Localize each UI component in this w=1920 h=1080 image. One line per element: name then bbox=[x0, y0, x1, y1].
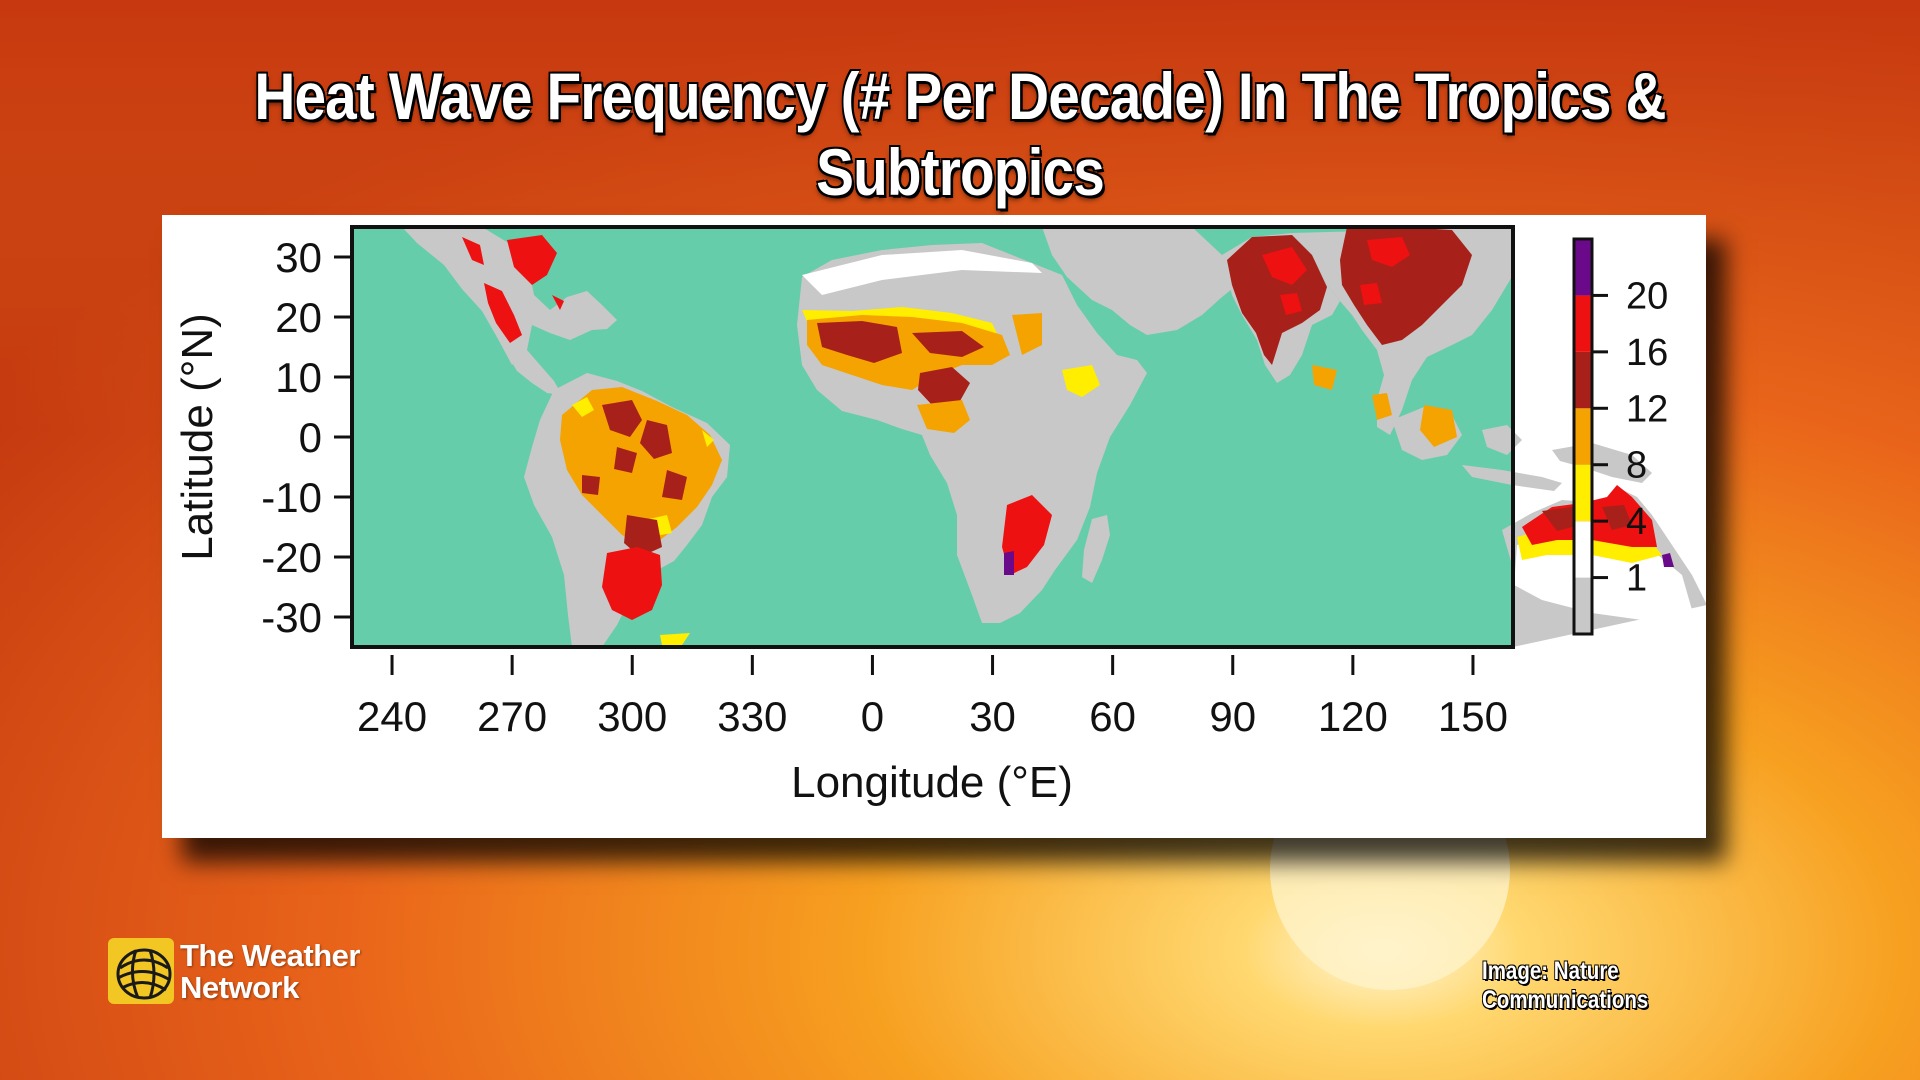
heat-region bbox=[817, 321, 984, 405]
colorbar-bin bbox=[1574, 295, 1592, 352]
colorbar-tick-label: 20 bbox=[1626, 275, 1668, 317]
map-frame bbox=[350, 225, 1706, 649]
colorbar-bin bbox=[1574, 239, 1592, 296]
heat-region bbox=[917, 313, 1042, 433]
x-tick-label: 330 bbox=[717, 693, 787, 740]
heat-region bbox=[1662, 553, 1674, 567]
heat-region bbox=[1542, 505, 1632, 531]
colorbar-bin bbox=[1574, 577, 1592, 634]
colorbar-bin bbox=[1574, 408, 1592, 465]
colorbar-tick-label: 4 bbox=[1626, 501, 1647, 543]
x-axis: 240 270 300 330 0 30 60 90 120 150 bbox=[357, 655, 1508, 740]
x-axis-label: Longitude (°E) bbox=[791, 758, 1073, 807]
colorbar-bin bbox=[1574, 521, 1592, 578]
colorbar: 20 16 12 8 4 1 bbox=[1572, 237, 1668, 636]
madagascar-land bbox=[1082, 515, 1110, 583]
x-tick-label: 30 bbox=[969, 693, 1016, 740]
heat-region bbox=[1062, 365, 1100, 397]
indonesia-land bbox=[1392, 407, 1652, 491]
chart-panel: 30 20 10 0 -10 -20 -30 240 270 300 330 0 30 60 90 120 1… bbox=[162, 215, 1706, 838]
y-tick-label: 10 bbox=[275, 354, 322, 401]
heat-region bbox=[802, 250, 1042, 295]
weather-network-logo: The Weather Network bbox=[108, 938, 408, 1008]
central-america-land bbox=[498, 339, 562, 395]
colorbar-bin bbox=[1574, 351, 1592, 409]
globe-icon bbox=[108, 938, 174, 1004]
north-america-land bbox=[402, 227, 617, 365]
y-tick-label: 30 bbox=[275, 234, 322, 281]
brand-line-1: The Weather bbox=[180, 938, 360, 973]
heat-region bbox=[1262, 247, 1307, 315]
heat-region bbox=[1312, 365, 1457, 447]
brand-line-2: Network bbox=[180, 970, 299, 1005]
brand-name: The Weather Network bbox=[180, 940, 360, 1004]
heat-region bbox=[1002, 495, 1052, 575]
y-tick-label: -30 bbox=[261, 594, 322, 641]
y-axis: 30 20 10 0 -10 -20 -30 bbox=[261, 234, 352, 641]
x-tick-label: 60 bbox=[1089, 693, 1136, 740]
colorbar-bin bbox=[1574, 464, 1592, 522]
y-axis-label: Latitude (°N) bbox=[173, 313, 222, 560]
y-tick-label: 20 bbox=[275, 294, 322, 341]
colorbar-tick-label: 16 bbox=[1626, 332, 1668, 374]
image-credit: Image: Nature Communications bbox=[1482, 957, 1649, 1014]
colorbar-tick-label: 1 bbox=[1626, 558, 1647, 600]
heat-region bbox=[602, 547, 662, 620]
x-tick-label: 300 bbox=[597, 693, 667, 740]
x-tick-label: 90 bbox=[1209, 693, 1256, 740]
heat-region bbox=[1004, 551, 1014, 575]
y-tick-label: 0 bbox=[299, 414, 322, 461]
heat-region bbox=[560, 387, 722, 545]
x-tick-label: 270 bbox=[477, 693, 547, 740]
y-tick-label: -20 bbox=[261, 534, 322, 581]
colorbar-tick-label: 8 bbox=[1626, 445, 1647, 487]
heat-region bbox=[582, 400, 687, 557]
headline: Heat Wave Frequency (# Per Decade) In Th… bbox=[254, 59, 1666, 209]
y-tick-label: -10 bbox=[261, 474, 322, 521]
heat-region bbox=[1360, 237, 1410, 305]
x-tick-label: 0 bbox=[861, 693, 884, 740]
colorbar-tick-label: 12 bbox=[1626, 388, 1668, 430]
colorbar-border bbox=[1572, 237, 1594, 636]
heat-region bbox=[462, 235, 564, 343]
x-tick-label: 150 bbox=[1438, 693, 1508, 740]
x-tick-label: 240 bbox=[357, 693, 427, 740]
arabia-land bbox=[1042, 227, 1237, 335]
x-tick-label: 120 bbox=[1318, 693, 1388, 740]
